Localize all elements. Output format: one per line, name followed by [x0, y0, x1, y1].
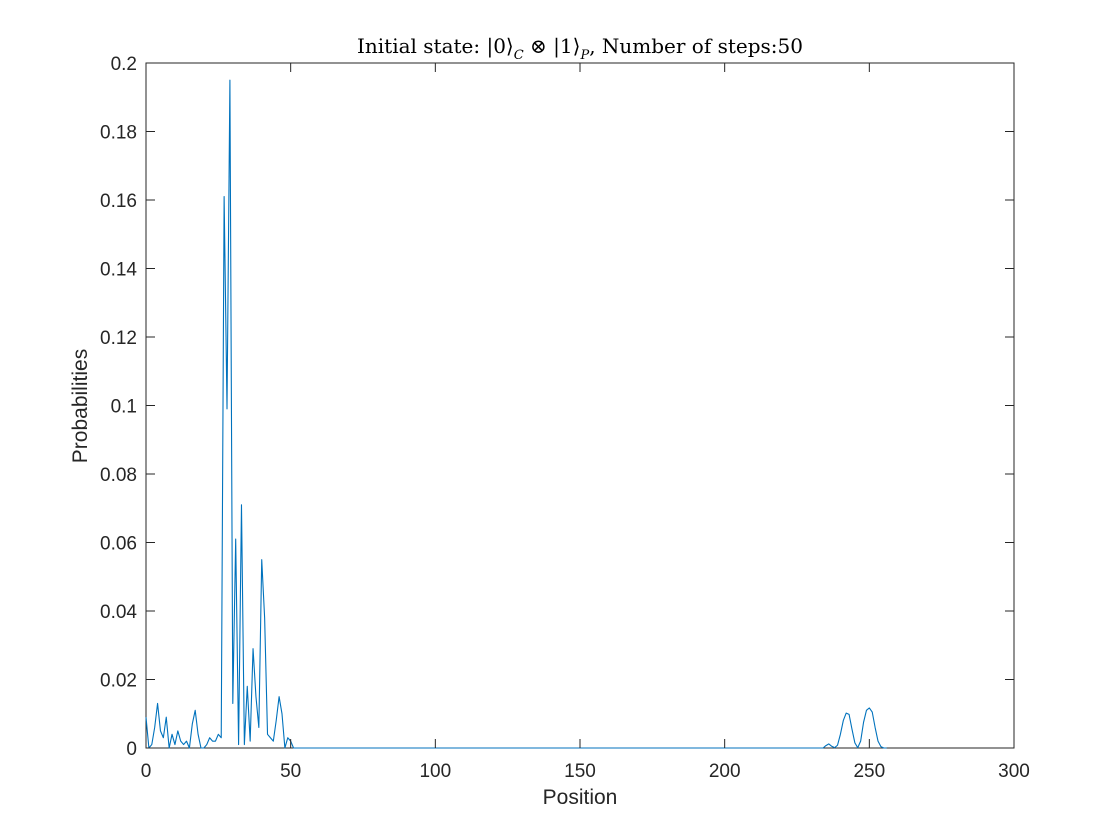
x-tick-label: 300: [998, 761, 1030, 782]
y-tick-label: 0.1: [111, 397, 137, 418]
y-tick-label: 0.16: [100, 191, 137, 212]
x-axis-label: Position: [543, 786, 618, 809]
y-tick-label: 0.02: [100, 671, 137, 692]
y-tick-label: 0.04: [100, 602, 137, 623]
x-tick-label: 200: [709, 761, 741, 782]
x-tick-label: 150: [564, 761, 596, 782]
plot-area: 0 50 100 150 200 250 300 00.020.040.060.080.10…: [100, 54, 1030, 782]
y-tick-label: 0.18: [100, 123, 137, 144]
chart-title: Initial state: |0⟩C ⊗ |1⟩P, Number of st…: [357, 34, 803, 63]
x-tick-label: 250: [853, 761, 885, 782]
x-axis-ticks: 0 50 100 150 200 250 300: [141, 63, 1030, 782]
y-tick-label: 0.12: [100, 328, 137, 349]
y-tick-label: 0.08: [100, 465, 137, 486]
y-axis-label: Probabilities: [69, 349, 92, 463]
axes-box: [145, 62, 1015, 749]
y-tick-label: 0.14: [100, 260, 137, 281]
series-layer: [145, 79, 887, 749]
y-tick-label: 0.2: [111, 54, 137, 75]
series-line-probability: [145, 79, 887, 749]
y-axis-ticks: 0 0.02 0.04 0.06 0.08 0.1 0.12 0.14 0.16 0.18 0.2: [100, 54, 1014, 760]
x-tick-label: 0: [141, 761, 152, 782]
y-tick-label: 0.06: [100, 534, 137, 555]
x-tick-label: 100: [419, 761, 451, 782]
y-tick-label: 0: [126, 739, 137, 760]
x-tick-label: 50: [280, 761, 301, 782]
